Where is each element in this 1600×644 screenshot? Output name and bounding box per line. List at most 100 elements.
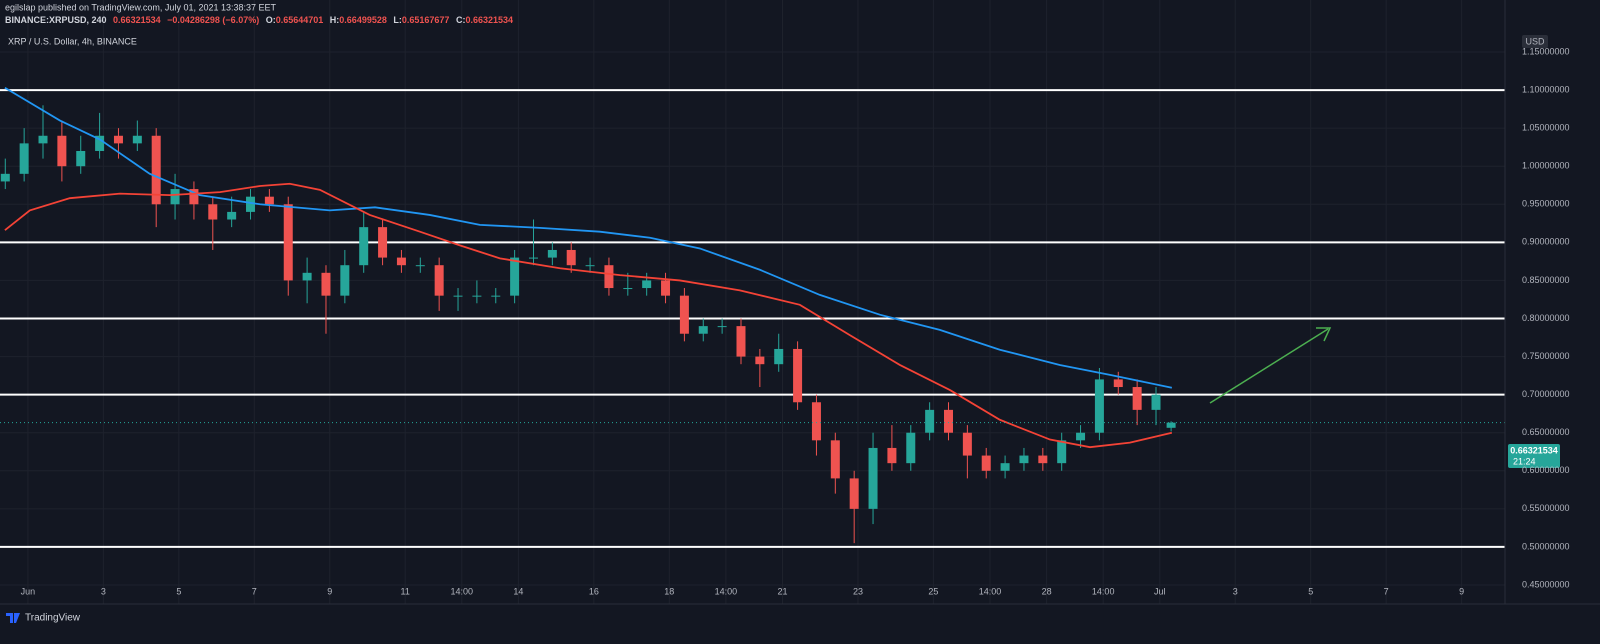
x-tick-label: Jul [1154, 586, 1166, 596]
ohlc-key: C: [456, 15, 466, 25]
ohlc-key: H: [330, 15, 340, 25]
x-tick-label: 14 [513, 586, 523, 596]
candle-body [1057, 440, 1067, 464]
plot [0, 87, 1505, 548]
candle-body [1151, 394, 1161, 410]
x-tick-label: 3 [1233, 586, 1238, 596]
ohlc-open: 0.65644701 [276, 15, 324, 25]
candle-body [415, 265, 425, 267]
candle-body [321, 272, 331, 296]
x-tick-label: Jun [21, 586, 36, 596]
candle-body [189, 189, 199, 205]
brand-logo [6, 613, 20, 623]
y-tick-label: 1.00000000 [1522, 161, 1570, 171]
candle-body [132, 135, 142, 144]
candle-body [774, 348, 784, 365]
price-tag [1508, 444, 1560, 468]
countdown: 21:24 [1513, 456, 1536, 466]
candle-body [962, 432, 972, 456]
y-tick-label: 0.95000000 [1522, 199, 1570, 209]
ohlc-key: O: [266, 15, 276, 25]
candle-body [585, 265, 595, 267]
ohlc-close: 0.66321534 [465, 15, 513, 25]
candle-body [1038, 455, 1048, 464]
y-tick-label: 0.45000000 [1522, 579, 1570, 589]
x-tick-label: 5 [176, 586, 181, 596]
x-tick-label: 23 [853, 586, 863, 596]
candle-body [528, 257, 538, 259]
y-tick-label: 0.75000000 [1522, 351, 1570, 361]
candle-body [491, 295, 501, 297]
currency-box [1522, 35, 1548, 48]
x-tick-label: 7 [1384, 586, 1389, 596]
candle-body [849, 478, 859, 509]
candle-body [981, 455, 991, 471]
x-tick-label: 14:00 [451, 586, 474, 596]
candle-body [1094, 379, 1104, 433]
candle-body [642, 280, 652, 289]
y-tick-label: 1.10000000 [1522, 84, 1570, 94]
y-tick-label: 1.05000000 [1522, 123, 1570, 133]
candle-body [340, 265, 350, 296]
ticker: BINANCE:XRPUSD, 240 [5, 15, 107, 25]
x-tick-label: 14:00 [715, 586, 738, 596]
candle-body [1132, 387, 1142, 410]
x-tick-label: 21 [777, 586, 787, 596]
candle-body [510, 257, 520, 296]
candle-body [944, 409, 954, 433]
y-tick-label: 0.70000000 [1522, 389, 1570, 399]
price-tag-label: 0.66321534 [1510, 445, 1558, 455]
candle-body [151, 135, 161, 205]
candle-body [57, 135, 67, 167]
x-tick-label: 18 [664, 586, 674, 596]
arrow-head [1316, 327, 1332, 342]
x-tick-label: 9 [327, 586, 332, 596]
candle-body [396, 257, 406, 266]
ohlc-low: 0.65167677 [402, 15, 450, 25]
y-tick-label: 0.65000000 [1522, 427, 1570, 437]
x-tick-label: 14:00 [1092, 586, 1115, 596]
moving-average [4, 182, 1173, 449]
y-tick-label: 0.85000000 [1522, 275, 1570, 285]
candle-body [623, 288, 633, 290]
candle-body [264, 196, 274, 205]
x-tick-label: 11 [401, 586, 410, 596]
x-tick-label: 28 [1042, 586, 1052, 596]
candle-body [113, 135, 123, 144]
candle-body [604, 265, 614, 289]
candle-body [566, 249, 576, 266]
y-tick-label: 0.90000000 [1522, 237, 1570, 247]
x-tick-label: 25 [928, 586, 938, 596]
candle-body [547, 249, 557, 258]
currency: USD [1525, 36, 1545, 46]
candle-body [378, 227, 388, 258]
x-tick-label: 5 [1308, 586, 1313, 596]
x-tick-label: 3 [101, 586, 106, 596]
candle-body [717, 326, 727, 328]
header-line: BINANCE:XRPUSD, 240 0.66321534 −0.042862… [5, 15, 513, 25]
x-tick-label: 9 [1459, 586, 1464, 596]
candle-body [227, 211, 237, 220]
x-tick-label: 7 [252, 586, 257, 596]
candle-body [1113, 379, 1123, 388]
candle-body [453, 295, 463, 297]
moving-average [4, 87, 1173, 389]
candle-body [1019, 455, 1029, 464]
candle-body [679, 295, 689, 334]
candle-body [0, 173, 10, 182]
candle-body [19, 143, 29, 174]
ohlc-key: L: [393, 15, 402, 25]
x-tick-label: 14:00 [979, 586, 1002, 596]
candle-body [661, 280, 671, 296]
candle-body [283, 204, 293, 281]
candle-body [906, 432, 916, 464]
ohlc-high: 0.66499528 [339, 15, 387, 25]
candle-body [925, 409, 935, 433]
candle-body [698, 326, 708, 334]
candle-body [793, 348, 803, 403]
candle-body [830, 440, 840, 479]
candle-body [1166, 422, 1176, 428]
candle-body [76, 150, 86, 167]
candle-body [434, 265, 444, 296]
